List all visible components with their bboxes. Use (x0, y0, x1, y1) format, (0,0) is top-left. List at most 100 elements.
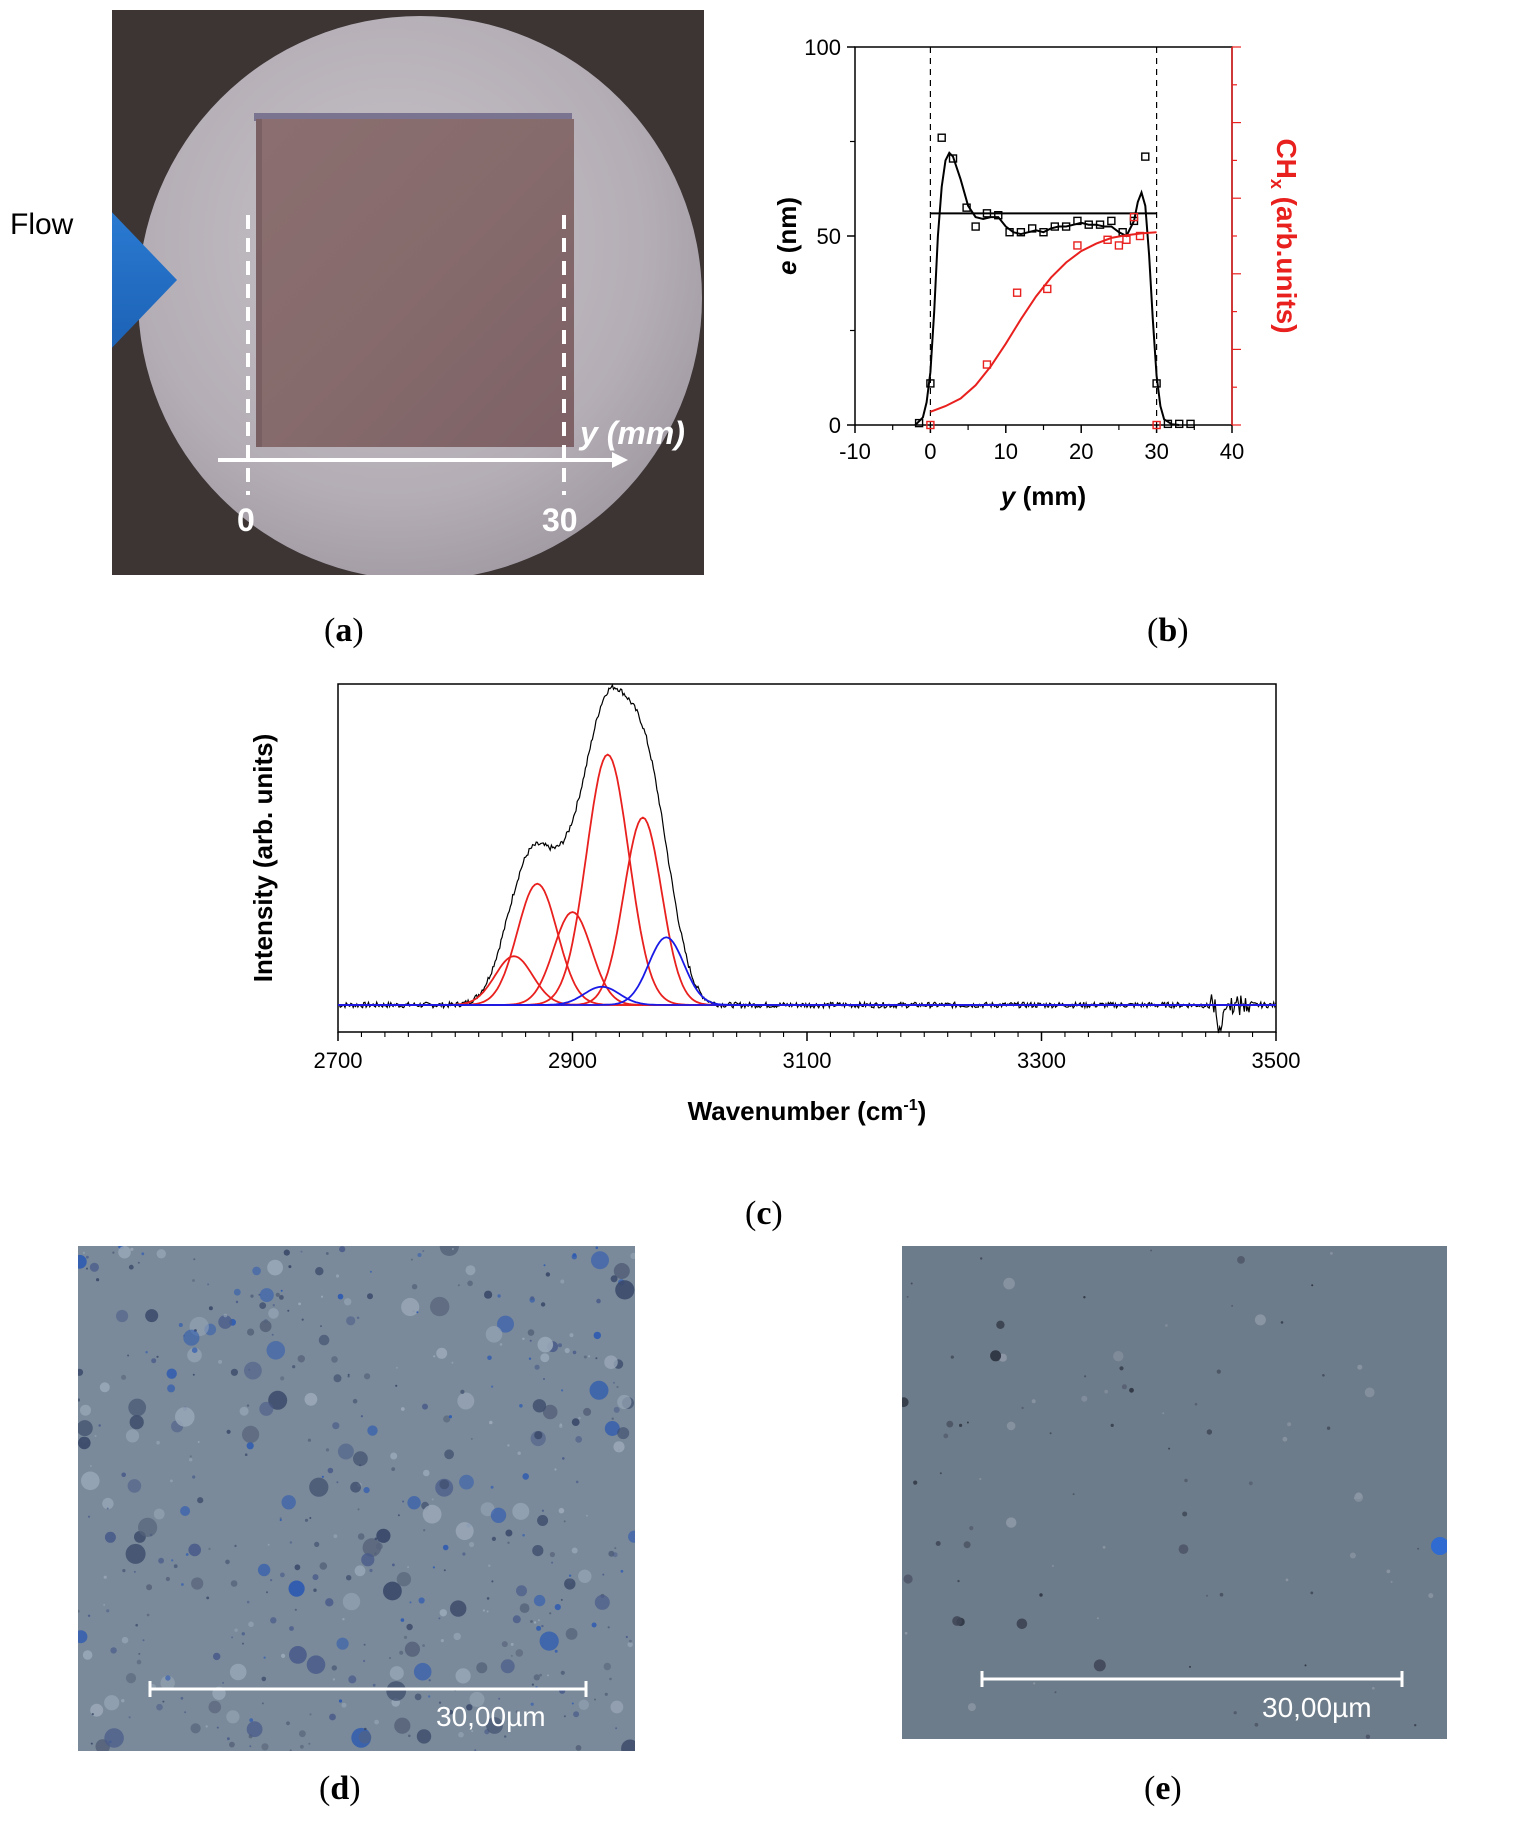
surface-particle (306, 1655, 326, 1674)
surface-particle (616, 1385, 619, 1389)
surface-particle (519, 1404, 523, 1408)
surface-particle (185, 1553, 189, 1556)
surface-particle (350, 1481, 361, 1493)
surface-particle (1431, 1537, 1449, 1555)
surface-particle (979, 1477, 982, 1481)
surface-particle (362, 1538, 382, 1557)
surface-particle (990, 1350, 1002, 1362)
surface-particle (565, 1628, 578, 1640)
surface-particle (167, 1384, 176, 1393)
surface-particle (1003, 1277, 1015, 1290)
surface-particle (482, 1609, 485, 1612)
surface-particle (1162, 1412, 1165, 1415)
surface-particle (438, 1617, 441, 1620)
fit-peak-red (338, 911, 1276, 1006)
surface-particle (275, 1292, 280, 1297)
surface-particle (128, 1264, 134, 1270)
surface-particle (959, 1423, 963, 1427)
surface-particle (1194, 1402, 1198, 1406)
surface-particle (78, 1436, 91, 1450)
surface-particle (321, 1475, 324, 1478)
surface-particle (512, 1502, 530, 1520)
x-axis-label: Wavenumber (cm-1) (688, 1096, 927, 1126)
surface-particle (578, 1416, 581, 1420)
surface-particle (522, 1473, 529, 1480)
surface-particle (537, 1336, 554, 1353)
surface-particle (457, 1392, 475, 1410)
surface-particle (286, 1721, 290, 1726)
surface-particle (448, 1415, 452, 1419)
panel-e: 30,00µm (898, 1246, 1449, 1739)
surface-particle (594, 1698, 596, 1701)
y-axis-label: y (mm) (580, 415, 685, 451)
surface-particle (272, 1304, 275, 1307)
surface-particle (298, 1302, 301, 1306)
surface-particle (485, 1326, 503, 1343)
surface-particle (571, 1702, 574, 1705)
surface-particle (213, 1652, 221, 1661)
surface-particle (1428, 1593, 1434, 1599)
surface-particle (344, 1298, 352, 1306)
surface-particle (127, 1479, 142, 1493)
surface-particle (1083, 1296, 1086, 1299)
surface-particle (543, 1264, 546, 1267)
surface-particle (259, 1302, 267, 1309)
surface-particle (534, 1364, 540, 1370)
surface-particle (980, 1257, 983, 1260)
surface-particle (180, 1696, 184, 1700)
surface-particle (507, 1541, 510, 1544)
surface-particle (527, 1329, 535, 1336)
surface-particle (184, 1711, 187, 1714)
surface-particle (342, 1618, 345, 1621)
surface-particle (249, 1718, 254, 1722)
surface-particle (156, 1355, 159, 1358)
surface-particle (342, 1592, 361, 1611)
surface-particle (439, 1479, 450, 1490)
surface-particle (356, 1316, 360, 1320)
surface-particle (501, 1641, 508, 1648)
surface-particle (190, 1723, 201, 1734)
surface-particle (361, 1553, 375, 1567)
surface-particle (1049, 1432, 1052, 1435)
micrograph-background (902, 1246, 1447, 1739)
surface-particle (218, 1315, 233, 1329)
surface-particle (625, 1635, 628, 1639)
surface-particle (227, 1737, 230, 1741)
surface-particle (1039, 1593, 1043, 1597)
surface-particle (1006, 1517, 1017, 1528)
surface-particle (935, 1541, 941, 1546)
surface-particle (423, 1469, 430, 1477)
surface-particle (363, 1487, 370, 1494)
surface-particle (410, 1258, 413, 1261)
surface-particle (206, 1596, 210, 1600)
y-axis-label: Intensity (arb. units) (248, 734, 278, 982)
chx-data-point (1114, 241, 1124, 250)
surface-particle (151, 1358, 157, 1364)
surface-particle (266, 1341, 286, 1360)
surface-particle (153, 1508, 165, 1520)
surface-particle (470, 1437, 473, 1440)
surface-particle (1110, 1423, 1114, 1427)
surface-particle (559, 1423, 563, 1426)
surface-particle (121, 1374, 127, 1380)
surface-particle (226, 1429, 231, 1434)
surface-particle (416, 1729, 432, 1744)
surface-particle (1051, 1564, 1054, 1567)
surface-particle (583, 1407, 592, 1416)
surface-particle (75, 1368, 84, 1376)
surface-particle (522, 1337, 525, 1340)
surface-particle (389, 1666, 404, 1681)
x-tick-label: 0 (924, 439, 936, 464)
surface-particle (500, 1659, 515, 1674)
surface-particle (471, 1730, 474, 1733)
surface-particle (99, 1382, 110, 1393)
thickness-data-point (1027, 224, 1037, 233)
surface-particle (969, 1526, 974, 1531)
surface-particle (541, 1509, 544, 1512)
surface-particle (466, 1704, 473, 1711)
y-tick-label: 50 (817, 224, 841, 249)
surface-particle (239, 1406, 249, 1416)
surface-particle (436, 1347, 448, 1359)
surface-particle (1150, 1249, 1153, 1252)
